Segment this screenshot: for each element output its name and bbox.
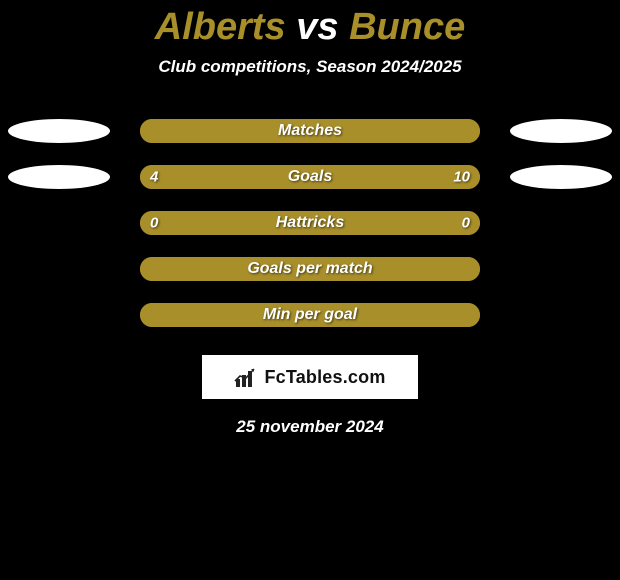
vs-label: vs	[296, 6, 338, 48]
bar-fill-left	[140, 257, 310, 281]
bar-fill-left	[140, 303, 310, 327]
stat-row: Hattricks00	[0, 211, 620, 235]
comparison-title: Alberts vs Bunce	[0, 0, 620, 49]
player1-name: Alberts	[155, 6, 286, 48]
bar-fill-left	[140, 165, 235, 189]
stat-row: Goals per match	[0, 257, 620, 281]
stat-bar: Min per goal	[140, 303, 480, 327]
bar-fill-left	[140, 211, 310, 235]
left-ellipse	[8, 119, 110, 143]
stat-rows: Matches Goals410 Hattricks00 Goals per matc…	[0, 119, 620, 327]
subtitle: Club competitions, Season 2024/2025	[0, 57, 620, 77]
bar-fill-right	[310, 119, 480, 143]
brand-text: FcTables.com	[264, 367, 385, 388]
stat-bar: Goals per match	[140, 257, 480, 281]
brand-box: FcTables.com	[202, 355, 418, 399]
bar-fill-right	[235, 165, 480, 189]
brand-chart-icon	[234, 367, 260, 387]
stat-row: Min per goal	[0, 303, 620, 327]
stat-row: Matches	[0, 119, 620, 143]
right-ellipse	[510, 165, 612, 189]
bar-fill-right	[310, 303, 480, 327]
right-ellipse	[510, 119, 612, 143]
left-ellipse	[8, 165, 110, 189]
date: 25 november 2024	[0, 417, 620, 437]
player2-name: Bunce	[349, 6, 465, 48]
stat-bar: Goals410	[140, 165, 480, 189]
stat-bar: Hattricks00	[140, 211, 480, 235]
stat-bar: Matches	[140, 119, 480, 143]
bar-fill-right	[310, 211, 480, 235]
bar-fill-left	[140, 119, 310, 143]
bar-fill-right	[310, 257, 480, 281]
stat-row: Goals410	[0, 165, 620, 189]
